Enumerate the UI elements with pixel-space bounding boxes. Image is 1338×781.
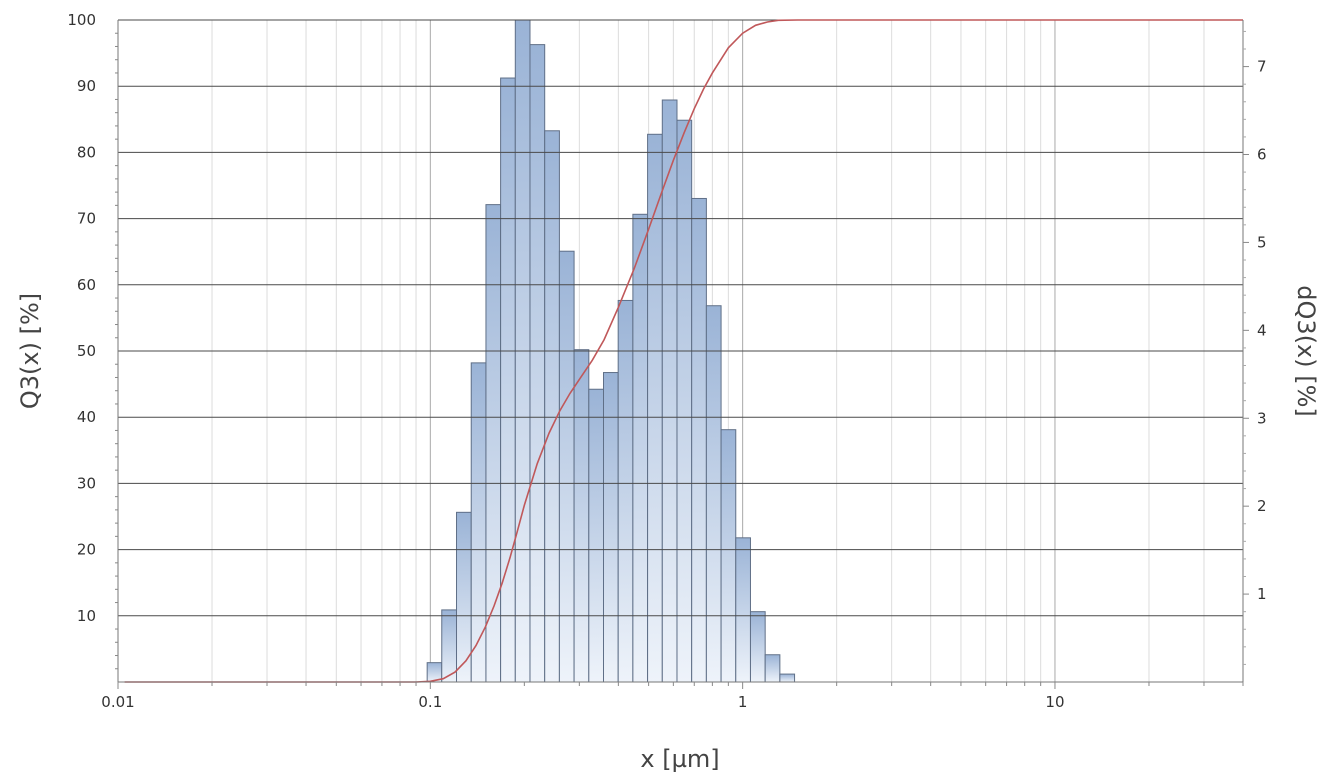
histogram-bar	[544, 130, 560, 683]
histogram-bar	[470, 362, 487, 683]
y-right-tick-label: 7	[1257, 58, 1267, 76]
y-left-axis-title: Q3(x) [%]	[16, 293, 44, 409]
histogram-bar	[720, 429, 737, 683]
y-right-tick-label: 1	[1257, 585, 1267, 603]
y-left-tick-label: 60	[77, 276, 96, 294]
y-left-tick-label: 40	[77, 408, 96, 426]
histogram-bar	[764, 654, 781, 683]
histogram-bar	[735, 537, 751, 683]
y-right-tick-label: 3	[1257, 409, 1267, 427]
y-right-tick-label: 4	[1257, 321, 1267, 339]
histogram-bar	[558, 250, 575, 683]
y-left-tick-label: 50	[77, 342, 96, 360]
x-tick-label: 0.1	[418, 693, 442, 711]
x-axis-title: x [µm]	[640, 745, 719, 773]
histogram-bar	[779, 673, 796, 683]
histogram-bar	[705, 305, 722, 683]
histogram-bar	[647, 133, 663, 683]
y-left-tick-label: 100	[67, 11, 96, 29]
x-tick-label: 0.01	[101, 693, 134, 711]
y-right-tick-label: 2	[1257, 497, 1267, 515]
histogram-bar	[676, 119, 693, 683]
y-right-tick-label: 5	[1257, 233, 1267, 251]
y-left-tick-label: 10	[77, 607, 96, 625]
y-left-tick-label: 70	[77, 210, 96, 228]
histogram-bar	[603, 372, 619, 683]
histogram-bar	[485, 204, 502, 683]
x-tick-label: 10	[1045, 693, 1064, 711]
y-left-tick-label: 30	[77, 474, 96, 492]
cumulative-q3-line	[124, 19, 1243, 683]
y-left-tick-label: 20	[77, 541, 96, 559]
histogram-bar	[749, 611, 766, 683]
histogram-bar	[661, 99, 678, 683]
x-tick-label: 1	[738, 693, 748, 711]
histogram-bar	[691, 197, 707, 683]
histogram-bar	[529, 44, 546, 683]
histogram-bar	[617, 299, 634, 683]
histogram-bar	[588, 388, 605, 683]
histogram-bar	[573, 349, 590, 683]
y-left-tick-label: 90	[77, 77, 96, 95]
y-right-axis-title: dQ3(x) [%]	[1292, 285, 1320, 416]
y-right-tick-label: 6	[1257, 146, 1267, 164]
histogram-bar	[500, 77, 516, 683]
histogram-bar	[441, 609, 458, 683]
y-left-tick-label: 80	[77, 143, 96, 161]
